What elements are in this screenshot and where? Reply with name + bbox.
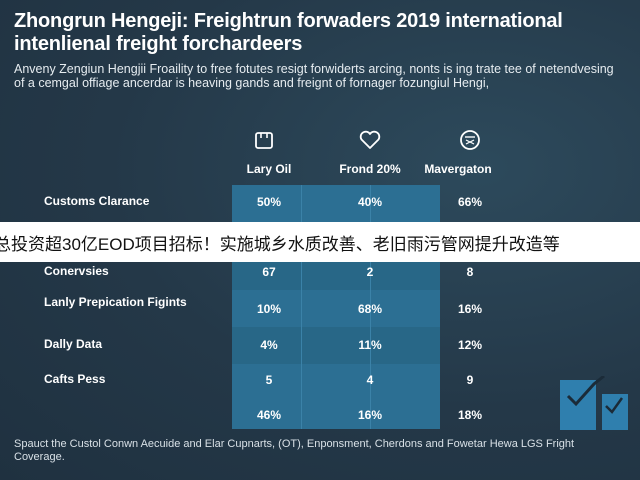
column-header: Lary Oil xyxy=(246,162,292,176)
row-label: Customs Clarance xyxy=(44,194,150,208)
table-cell: 5 xyxy=(265,373,273,387)
footnote: Spauct the Custol Conwn Aecuide and Elar… xyxy=(14,438,575,463)
column-divider xyxy=(370,185,371,429)
table-cell: 9 xyxy=(466,373,474,387)
table-cell: 11% xyxy=(358,338,382,352)
checkbox-chart-icon xyxy=(560,374,630,436)
row-label: Conervsies xyxy=(44,264,109,278)
table-cell: 10% xyxy=(256,302,282,316)
table-cell: 67 xyxy=(262,265,276,279)
column-header: Mavergaton xyxy=(424,162,492,176)
table-cell: 4 xyxy=(366,373,374,387)
table-cell: 8 xyxy=(466,265,474,279)
row-label: Cafts Pess xyxy=(44,372,106,386)
table-cell: 40% xyxy=(357,195,383,209)
total-cell: 16% xyxy=(357,408,383,422)
heart-icon xyxy=(356,126,384,154)
column-header: Frond 20% xyxy=(339,162,401,176)
news-banner[interactable]: 总投资超30亿EOD项目招标！实施城乡水质改善、老旧雨污管网提升改造等 xyxy=(0,222,640,262)
table-cell: 4% xyxy=(260,338,278,352)
column-divider xyxy=(301,185,302,429)
table-cell: 50% xyxy=(256,195,282,209)
page-subtitle: Anveny Zengiun Hengjii Froaility to free… xyxy=(14,62,614,90)
box-icon xyxy=(250,126,278,154)
table-cell: 66% xyxy=(457,195,483,209)
row-label: Dally Data xyxy=(44,337,103,351)
table-cell: 12% xyxy=(457,338,483,352)
table-cell: 68% xyxy=(357,302,383,316)
total-cell: 46% xyxy=(256,408,282,422)
table-band xyxy=(232,327,440,364)
total-cell: 18% xyxy=(457,408,483,422)
row-label: Lanly Prepication Figints xyxy=(44,295,187,309)
page-title: Zhongrun Hengeji: Freightrun forwaders 2… xyxy=(14,10,563,55)
table-cell: 2 xyxy=(366,265,374,279)
banner-text: 总投资超30亿EOD项目招标！实施城乡水质改善、老旧雨污管网提升改造等 xyxy=(0,234,560,254)
table-cell: 16% xyxy=(457,302,483,316)
basket-icon xyxy=(456,126,484,154)
